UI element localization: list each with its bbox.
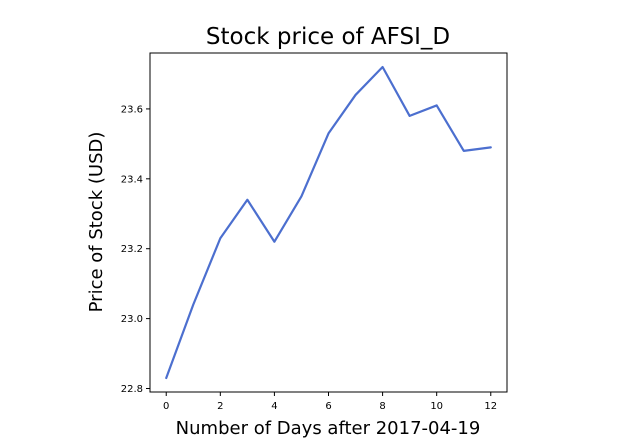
series-line-0 — [165, 65, 492, 380]
x-tick-label: 4 — [271, 401, 277, 412]
x-tick-label: 0 — [163, 401, 169, 412]
x-tick-label: 6 — [325, 401, 331, 412]
chart-title: Stock price of AFSI_D — [206, 24, 450, 50]
y-tick-label: 23.6 — [121, 104, 143, 115]
y-tick-label: 22.8 — [121, 384, 143, 395]
x-tick-label: 8 — [379, 401, 385, 412]
x-axis-label: Number of Days after 2017-04-19 — [176, 418, 481, 439]
plot-area: 0 2 4 6 8 10 12 22.8 23.0 23.2 23.4 23.6 — [121, 52, 508, 412]
plot-frame — [149, 52, 508, 393]
y-tick-label: 23.4 — [121, 174, 143, 185]
y-axis-label: Price of Stock (USD) — [86, 132, 107, 313]
x-tick-label: 2 — [217, 401, 223, 412]
y-tick-label: 23.2 — [121, 244, 143, 255]
x-tick-label: 10 — [430, 401, 443, 412]
x-tick-label: 12 — [484, 401, 497, 412]
y-tick-label: 23.0 — [121, 314, 143, 325]
